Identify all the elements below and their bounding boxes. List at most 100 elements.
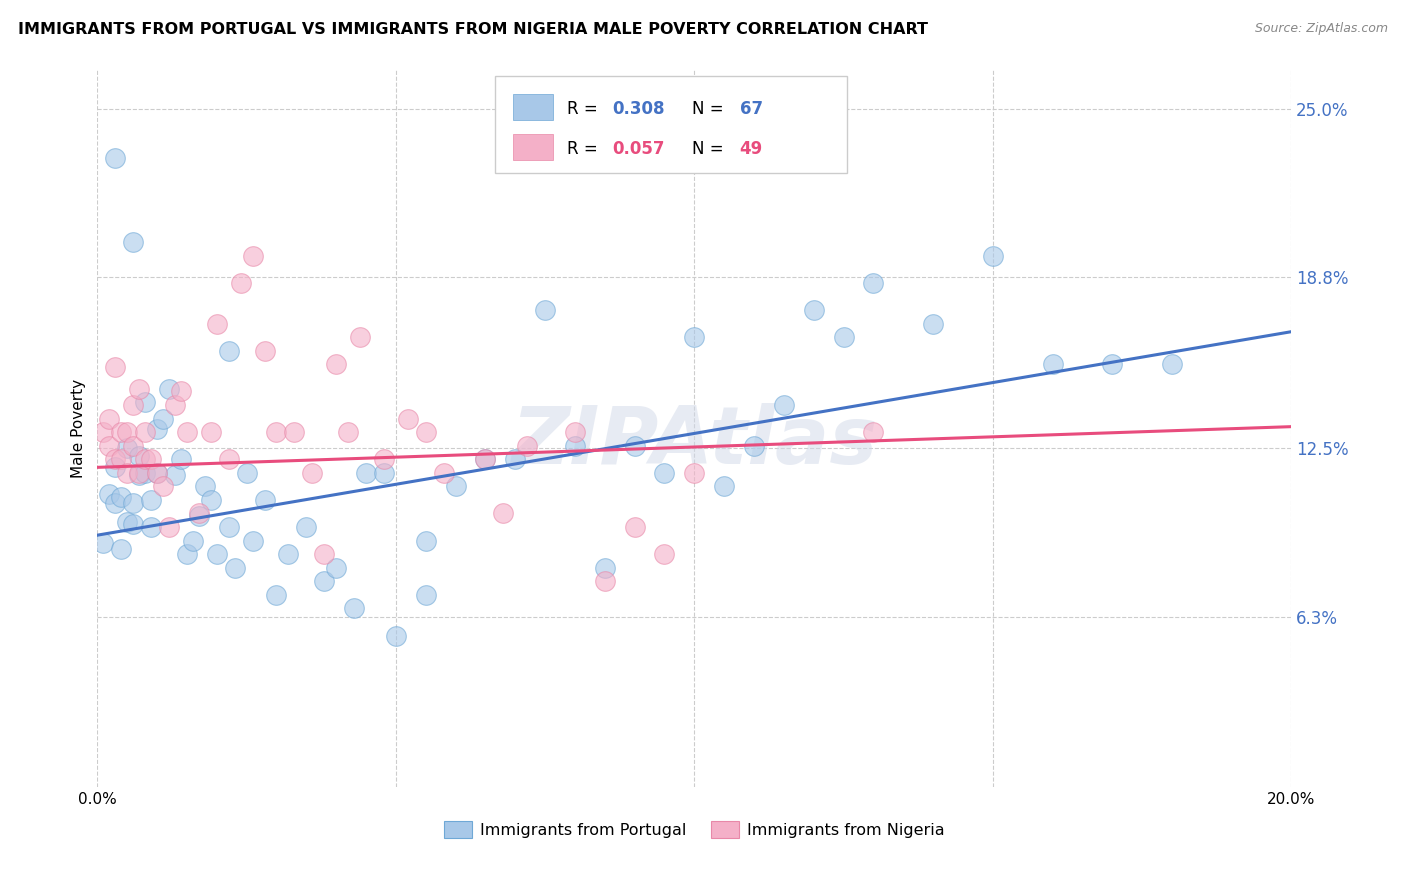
Point	[224, 560, 246, 574]
Point	[503, 452, 526, 467]
Point	[492, 507, 515, 521]
Text: N =: N =	[692, 140, 728, 159]
Text: IMMIGRANTS FROM PORTUGAL VS IMMIGRANTS FROM NIGERIA MALE POVERTY CORRELATION CHA: IMMIGRANTS FROM PORTUGAL VS IMMIGRANTS F…	[18, 22, 928, 37]
Point	[122, 398, 145, 412]
Point	[444, 479, 467, 493]
Point	[218, 520, 240, 534]
Point	[218, 343, 240, 358]
Point	[134, 466, 156, 480]
Point	[134, 425, 156, 439]
Point	[266, 588, 288, 602]
Point	[157, 520, 180, 534]
Point	[373, 466, 395, 480]
Point	[110, 425, 132, 439]
Text: 0.308: 0.308	[612, 100, 665, 118]
Point	[187, 509, 209, 524]
Point	[194, 479, 217, 493]
Point	[104, 495, 127, 509]
Point	[115, 425, 138, 439]
Point	[104, 151, 127, 165]
Point	[235, 466, 257, 480]
Point	[385, 629, 408, 643]
Point	[163, 468, 186, 483]
Point	[474, 452, 496, 467]
FancyBboxPatch shape	[495, 76, 848, 173]
Point	[283, 425, 305, 439]
Point	[1161, 357, 1184, 371]
Point	[593, 560, 616, 574]
Point	[128, 466, 150, 480]
Point	[163, 398, 186, 412]
Point	[146, 466, 169, 480]
Point	[301, 466, 323, 480]
Point	[104, 452, 127, 467]
Text: N =: N =	[692, 100, 728, 118]
Y-axis label: Male Poverty: Male Poverty	[72, 378, 86, 477]
Point	[277, 547, 299, 561]
Point	[242, 249, 264, 263]
Point	[152, 479, 174, 493]
Point	[229, 276, 252, 290]
Point	[115, 442, 138, 456]
Point	[474, 452, 496, 467]
Point	[122, 517, 145, 532]
Point	[104, 460, 127, 475]
Point	[266, 425, 288, 439]
Point	[623, 520, 645, 534]
Point	[157, 382, 180, 396]
Point	[564, 439, 586, 453]
Text: ZIPAtlas: ZIPAtlas	[512, 403, 877, 482]
Text: Source: ZipAtlas.com: Source: ZipAtlas.com	[1254, 22, 1388, 36]
Point	[176, 425, 198, 439]
Point	[218, 452, 240, 467]
Point	[295, 520, 318, 534]
Point	[253, 343, 276, 358]
Point	[1042, 357, 1064, 371]
Point	[122, 439, 145, 453]
Text: 67: 67	[740, 100, 763, 118]
Point	[415, 425, 437, 439]
Text: 49: 49	[740, 140, 763, 159]
Point	[349, 330, 371, 344]
Point	[325, 357, 347, 371]
Point	[98, 411, 121, 425]
Point	[773, 398, 796, 412]
Point	[110, 541, 132, 556]
Point	[373, 452, 395, 467]
Point	[98, 487, 121, 501]
Point	[325, 560, 347, 574]
Point	[253, 492, 276, 507]
Legend: Immigrants from Portugal, Immigrants from Nigeria: Immigrants from Portugal, Immigrants fro…	[437, 815, 952, 844]
Point	[139, 492, 162, 507]
Text: R =: R =	[567, 100, 603, 118]
Point	[128, 450, 150, 464]
Point	[683, 330, 706, 344]
Point	[200, 425, 222, 439]
Point	[683, 466, 706, 480]
Point	[205, 547, 228, 561]
Point	[110, 452, 132, 467]
Point	[314, 574, 336, 589]
Point	[593, 574, 616, 589]
Point	[115, 466, 138, 480]
Point	[623, 439, 645, 453]
Point	[115, 515, 138, 529]
Point	[139, 452, 162, 467]
Point	[832, 330, 855, 344]
Point	[128, 382, 150, 396]
Point	[146, 466, 169, 480]
Point	[516, 439, 538, 453]
Point	[415, 533, 437, 548]
Point	[122, 495, 145, 509]
Point	[337, 425, 360, 439]
FancyBboxPatch shape	[513, 94, 554, 120]
Point	[152, 411, 174, 425]
Point	[104, 359, 127, 374]
Point	[122, 235, 145, 249]
Point	[139, 520, 162, 534]
Point	[396, 411, 419, 425]
Point	[170, 384, 193, 399]
Point	[862, 425, 884, 439]
Point	[654, 466, 676, 480]
Point	[170, 452, 193, 467]
